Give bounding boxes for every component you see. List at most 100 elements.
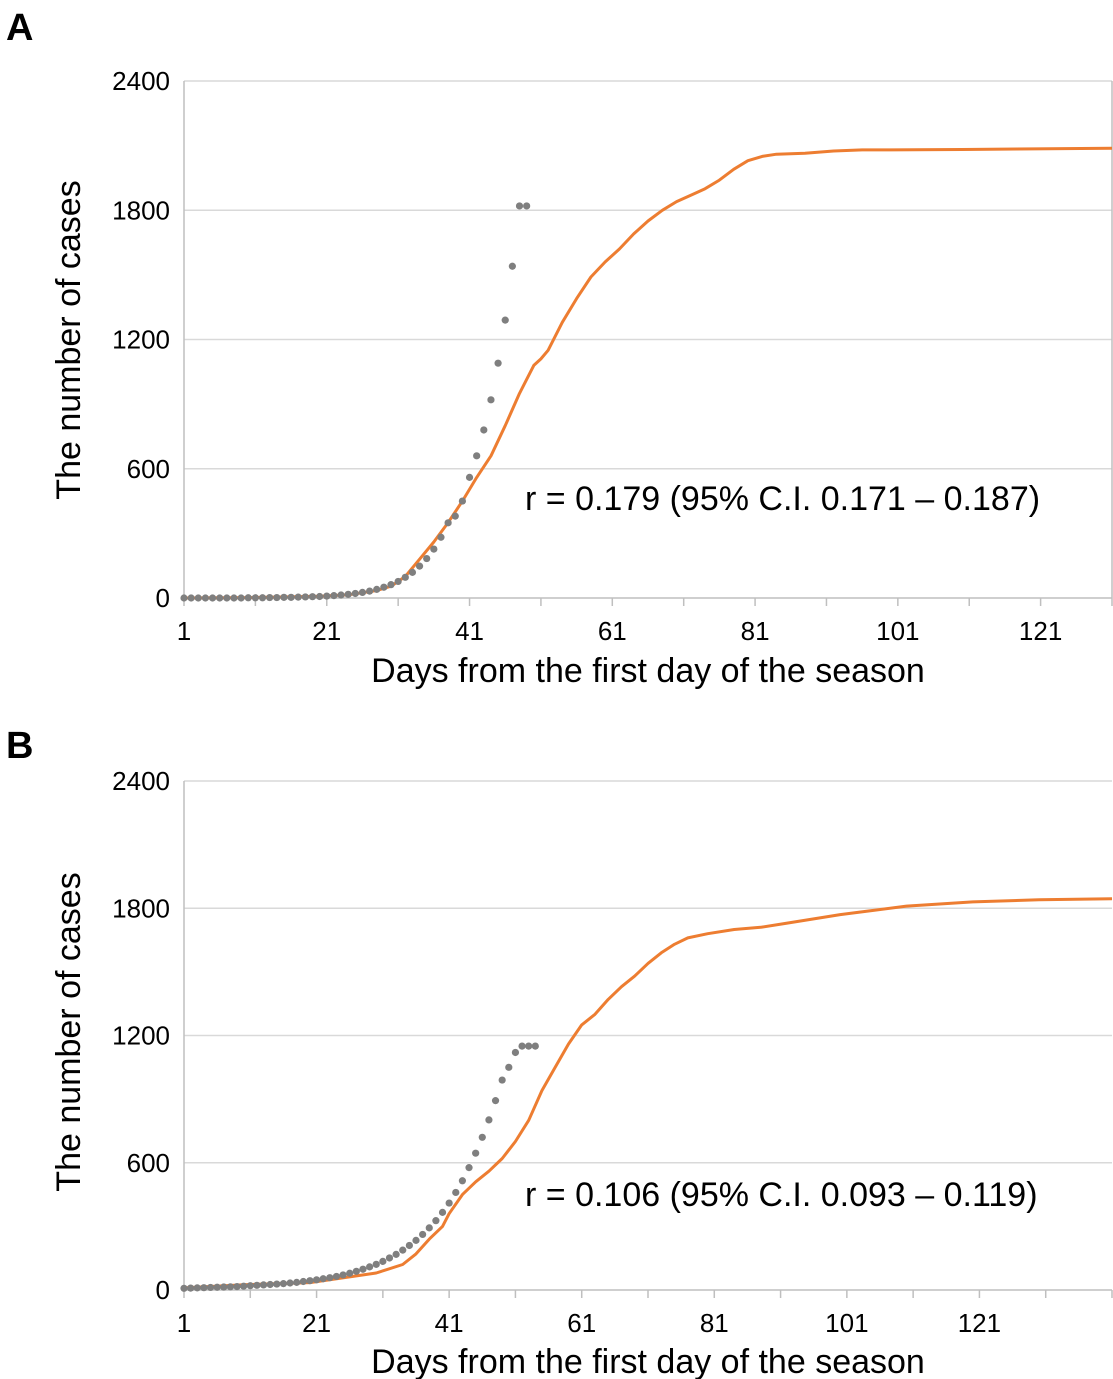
series-line-b [183,897,1113,1290]
series-point-b-24 [339,1271,347,1279]
series-point-b-51 [518,1042,526,1050]
series-point-a-22 [337,591,345,599]
series-point-a-46 [508,262,516,270]
series-point-a-40 [465,473,474,481]
series-point-b-36 [419,1230,427,1239]
series-point-b-4 [206,1283,215,1292]
series-point-b-16 [286,1279,294,1287]
series-point-b-35 [412,1236,420,1244]
series-point-a-32 [408,568,417,576]
series-point-a-18 [308,593,317,601]
series-point-a-17 [301,593,309,601]
series-point-a-31 [401,573,409,581]
series-point-b-52 [525,1042,533,1050]
series-point-a-10 [251,594,259,602]
series-point-a-43 [487,396,495,404]
series-point-b-15 [279,1280,288,1288]
gridlines-b [183,780,1113,1298]
series-point-a-1 [187,594,195,602]
y-tick-labels-b: 0 600 1200 1800 2400 [112,766,170,1305]
series-point-b-45 [478,1133,486,1141]
series-point-b-12 [259,1281,268,1289]
x-tick-label-a-3: 61 [598,616,627,646]
y-tick-label-b-3: 1800 [112,893,170,923]
series-point-a-29 [387,581,395,589]
series-point-a-11 [258,594,267,602]
series-point-b-26 [352,1267,360,1275]
y-tick-label-a-2: 1200 [112,325,170,355]
series-point-b-6 [220,1283,228,1291]
series-point-b-29 [372,1260,380,1268]
series-point-b-19 [306,1277,314,1285]
series-point-b-10 [246,1282,254,1290]
series-point-b-2 [193,1284,201,1292]
series-point-b-32 [392,1250,400,1258]
series-point-b-9 [240,1282,248,1290]
plot-area-a [180,146,1113,602]
series-point-b-40 [445,1199,453,1207]
series-point-b-34 [405,1241,413,1250]
x-tick-label-b-6: 121 [958,1308,1001,1338]
series-point-a-15 [287,593,295,601]
series-point-a-48 [523,202,531,210]
series-point-b-53 [531,1042,539,1050]
x-axis-label-a: Days from the first day of the season [371,652,925,690]
x-tick-label-b-5: 101 [825,1308,868,1338]
series-point-a-3 [201,594,210,602]
series-point-b-7 [226,1283,234,1291]
series-point-a-7 [230,594,238,602]
series-point-a-42 [480,426,488,434]
series-point-b-50 [511,1048,520,1057]
x-tick-label-a-0: 1 [177,616,191,646]
series-point-b-14 [273,1280,281,1288]
series-line-a [183,146,1113,600]
y-tick-label-a-0: 0 [156,583,170,613]
series-point-a-14 [280,593,288,601]
y-tick-label-a-3: 1800 [112,195,170,225]
y-axis-label-a: The number of cases [50,180,88,499]
series-point-a-27 [373,585,381,593]
series-point-a-5 [216,594,224,602]
series-point-a-0 [180,594,188,602]
series-point-a-23 [344,590,352,598]
y-tick-labels-a: 0 600 1200 1800 2400 [112,66,170,613]
x-axis-label-b: Days from the first day of the season [371,1343,925,1379]
series-point-b-3 [200,1284,208,1292]
series-point-a-44 [494,359,502,367]
y-tick-label-a-1: 600 [127,454,170,484]
series-point-a-16 [294,593,302,601]
series-point-a-47 [515,202,524,210]
y-axis-label-b: The number of cases [50,872,88,1191]
series-point-a-12 [266,593,274,602]
gridlines-a [183,80,1113,606]
x-tick-label-a-5: 101 [876,616,919,646]
series-point-b-48 [498,1076,506,1084]
series-point-b-43 [465,1164,473,1172]
annotation-a: r = 0.179 (95% C.I. 0.171 – 0.187) [525,480,1040,518]
x-tick-label-a-6: 121 [1019,616,1062,646]
series-point-a-21 [330,592,338,600]
x-tick-label-a-1: 21 [312,616,341,646]
series-point-b-38 [432,1217,440,1225]
series-point-a-28 [380,583,388,591]
series-point-b-13 [266,1280,274,1289]
series-point-a-30 [394,577,402,586]
x-tick-label-b-4: 81 [700,1308,729,1338]
annotation-b: r = 0.106 (95% C.I. 0.093 – 0.119) [525,1176,1038,1214]
y-tick-label-b-1: 600 [127,1148,170,1178]
y-tick-label-b-4: 2400 [112,766,170,796]
series-point-b-33 [399,1246,407,1254]
series-point-b-46 [485,1116,493,1124]
series-point-a-4 [208,594,217,602]
series-point-a-39 [458,497,466,505]
series-point-b-44 [472,1149,480,1157]
series-point-b-11 [253,1281,261,1289]
series-point-b-37 [425,1224,433,1232]
series-point-b-20 [312,1276,321,1284]
y-tick-label-a-4: 2400 [112,66,170,96]
series-point-b-21 [319,1275,327,1283]
panel-label-b: B [6,725,33,767]
x-tick-label-b-0: 1 [177,1308,191,1338]
series-point-a-25 [358,588,367,596]
